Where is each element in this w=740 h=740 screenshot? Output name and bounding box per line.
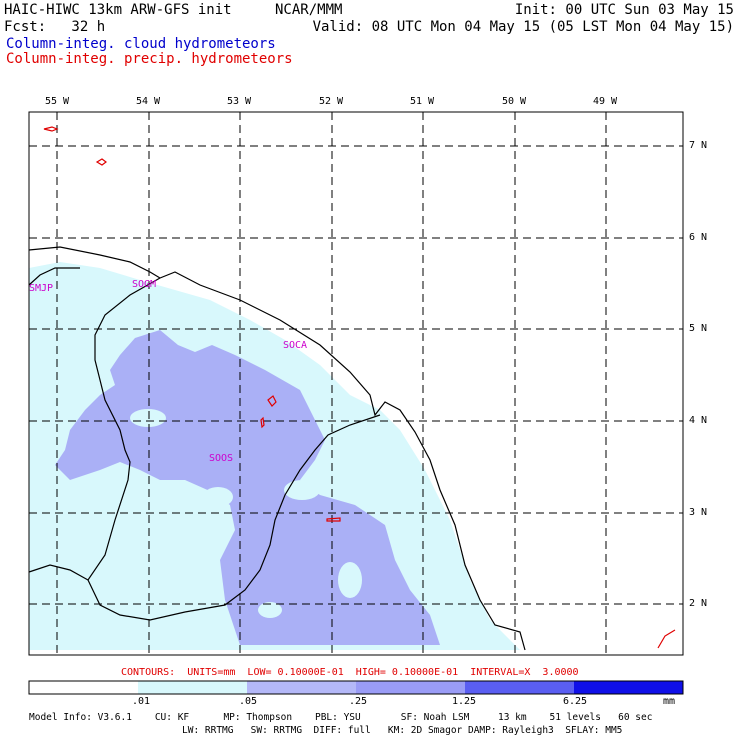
colorbar-unit: mm [663,696,676,707]
lon-label-49w: 49 W [593,96,618,107]
country-borders [28,277,381,621]
map-grid [29,112,683,655]
coastline [28,246,526,651]
contour-info: CONTOURS: UNITS=mm LOW= 0.10000E-01 HIGH… [121,667,579,678]
colorbar-tick-5: 6.25 [563,696,588,707]
station-smjp: SMJP [29,283,54,294]
plot-title: HAIC-HIWC 13km ARW-GFS init [4,2,232,18]
lon-label-54w: 54 W [136,96,161,107]
field-precip-label: Column-integ. precip. hydrometeors [6,51,293,67]
lon-label-50w: 50 W [502,96,527,107]
lat-label-3n: 3 N [689,507,708,518]
lat-label-7n: 7 N [689,140,708,151]
field-cloud-label: Column-integ. cloud hydrometeors [6,36,276,52]
lat-label-4n: 4 N [689,415,708,426]
station-soca: SOCA [283,340,308,351]
colorbar-tick-4: 1.25 [452,696,477,707]
lon-label-52w: 52 W [319,96,344,107]
lat-label-2n: 2 N [689,598,708,609]
model-info-line2: LW: RRTMG SW: RRTMG DIFF: full KM: 2D Sm… [182,725,623,736]
colorbar-tick-2: .05 [239,696,258,707]
lon-label-55w: 55 W [45,96,70,107]
lat-label-5n: 5 N [689,323,708,334]
lon-label-51w: 51 W [410,96,435,107]
init-time: Init: 00 UTC Sun 03 May 15 [514,2,734,18]
valid-time: Valid: 08 UTC Mon 04 May 15 (05 LST Mon … [312,19,734,35]
forecast-hour: Fcst: 32 h [4,19,106,35]
org-label: NCAR/MMM [275,2,343,18]
lon-label-53w: 53 W [227,96,252,107]
model-info-line1: Model Info: V3.6.1 CU: KF MP: Thompson P… [29,712,653,723]
precip-contours [43,126,676,649]
colorbar [28,680,684,695]
lat-label-6n: 6 N [689,232,708,243]
map-frame [28,111,684,656]
station-soos: SOOS [209,453,234,464]
colorbar-tick-3: .25 [349,696,368,707]
frame-ticks [56,112,607,117]
station-sogm: SOGM [132,279,157,290]
light-holes [130,409,362,618]
colorbar-tick-1: .01 [132,696,151,707]
